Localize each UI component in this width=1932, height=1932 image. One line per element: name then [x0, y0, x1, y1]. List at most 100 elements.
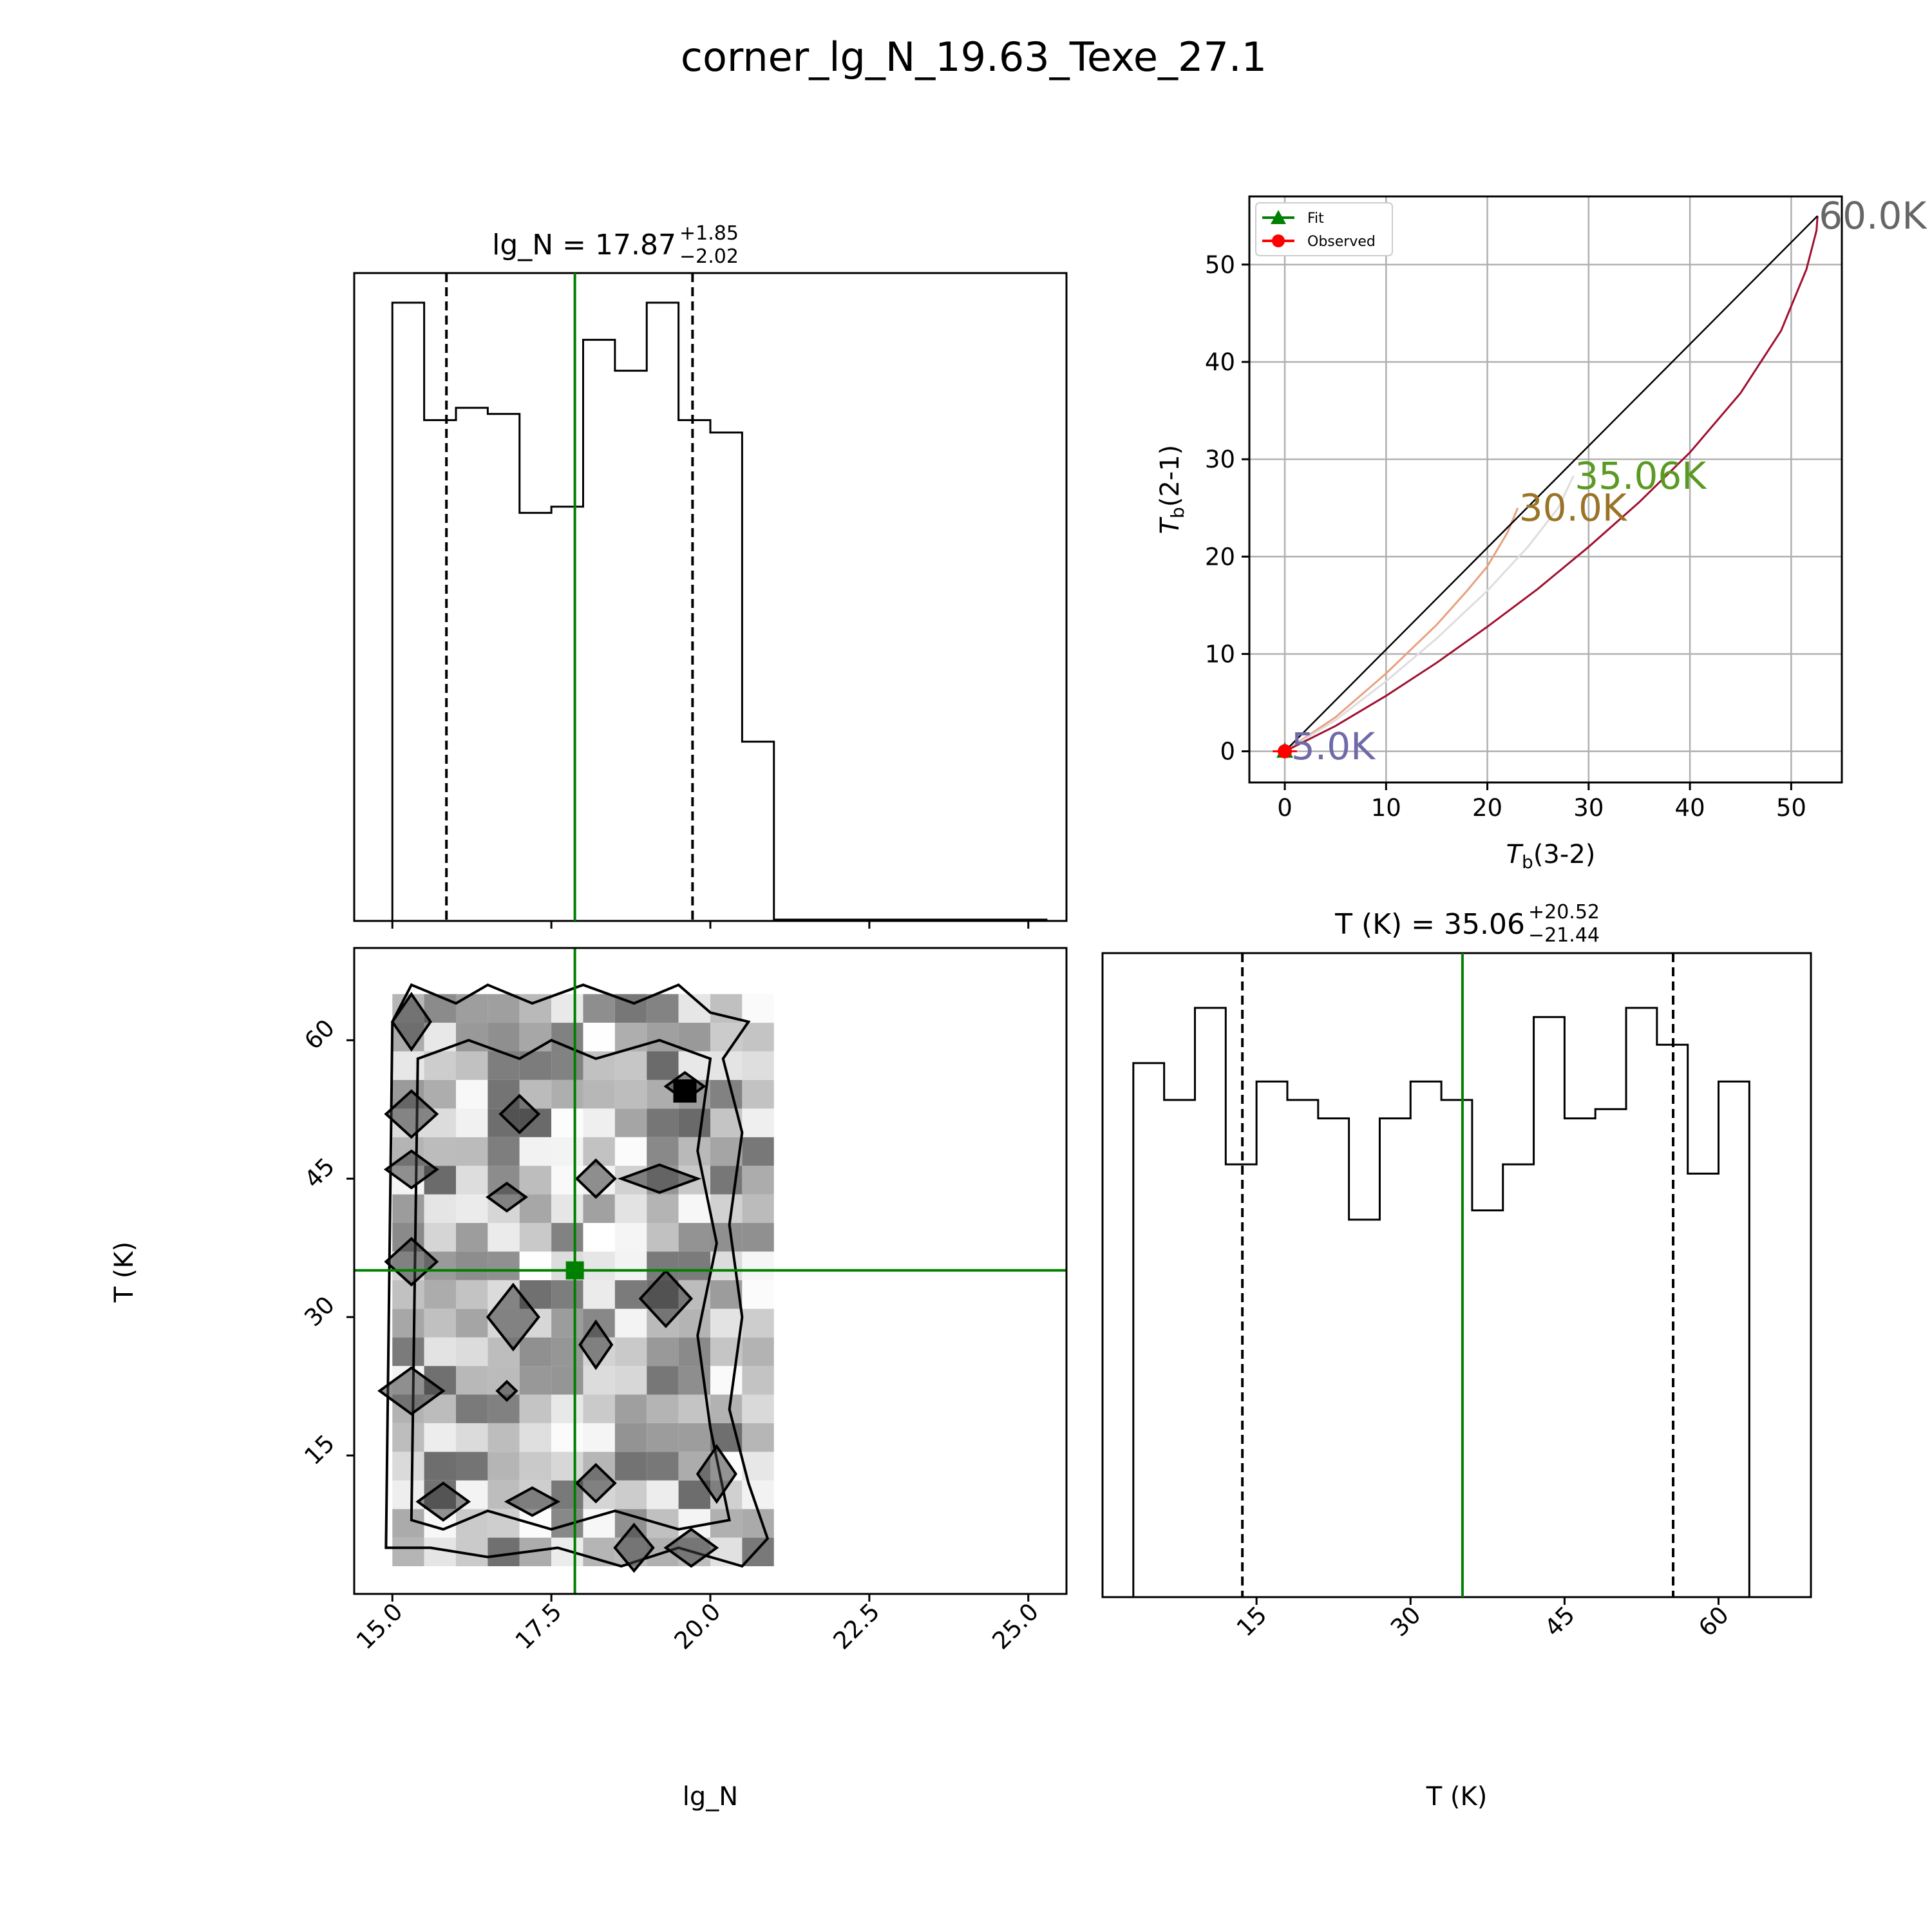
hist-lgN-title: lg_N = 17.87 [492, 229, 676, 261]
density-fit-lines [354, 948, 1066, 1594]
density-cell [583, 1023, 615, 1052]
density-cell [583, 1137, 615, 1166]
density-cell [551, 1222, 583, 1252]
density-cell [647, 1023, 679, 1052]
density-cell [647, 1222, 679, 1252]
hist-lgN-step [391, 301, 1048, 921]
density-cell [424, 994, 456, 1023]
density-xtick-label-4: 25.0 [987, 1598, 1044, 1655]
density-cell [488, 1537, 520, 1567]
density-cell [456, 1023, 488, 1052]
density-cell [583, 1537, 615, 1567]
density-cell [519, 1366, 552, 1395]
density-cell [551, 1423, 583, 1452]
legend-fit-label: Fit [1307, 211, 1324, 227]
density-cell [392, 1280, 424, 1309]
curve-60.0K [1284, 216, 1819, 752]
hist-T-title-sub: −21.44 [1528, 924, 1600, 947]
density-ytick-label-2: 45 [299, 1153, 340, 1194]
curve-label-60.0K: 60.0K [1819, 194, 1927, 238]
density-cell [551, 1509, 583, 1538]
density-cell [678, 1423, 710, 1452]
hist-lgN-marks [391, 273, 1048, 929]
contour-blob [574, 1158, 617, 1199]
density-cell [488, 1509, 520, 1538]
density-cell [392, 1051, 424, 1080]
density-cell [678, 1194, 710, 1223]
contour-inner [410, 1039, 731, 1531]
density-ytick-label-1: 30 [299, 1291, 340, 1332]
density-cell [519, 1023, 552, 1052]
density-cell [614, 1051, 647, 1080]
density-cell [519, 1337, 552, 1367]
hist-T-xtick-label-2: 45 [1539, 1601, 1580, 1642]
legend-observed-label: Observed [1307, 234, 1376, 250]
line-ratio-ylabel: Tb(2-1) [1155, 445, 1188, 535]
density-cell [456, 1423, 488, 1452]
density-cell [392, 1309, 424, 1338]
density-cell [647, 1423, 679, 1452]
density-xtick-label-2: 20.0 [669, 1598, 726, 1655]
line-ratio-grid [1249, 196, 1842, 782]
contour-blob [504, 1486, 561, 1517]
panel-hist-lgN: lg_N = 17.87 +1.85 −2.02 [353, 222, 1068, 929]
density-cell [614, 1394, 647, 1423]
density-cell [710, 1394, 743, 1423]
contour-blob [578, 1319, 614, 1370]
density-cell [678, 1222, 710, 1252]
lr-xtick-label-5: 50 [1776, 794, 1806, 822]
density-cell [392, 1537, 424, 1567]
density-fit-marker [565, 1261, 584, 1280]
density-cell [551, 1137, 583, 1166]
lr-xtick-label-1: 10 [1371, 794, 1401, 822]
density-cell [488, 1251, 520, 1280]
density-cell [456, 1366, 488, 1395]
density-cell [710, 1194, 743, 1223]
hist-T-xtick-label-0: 15 [1231, 1601, 1273, 1642]
density-cell [456, 1337, 488, 1367]
density-cell [742, 994, 774, 1023]
density-cell [456, 1222, 488, 1252]
density-cell [742, 1309, 774, 1338]
contour-blob [617, 1163, 702, 1194]
curve-label-30.0K: 30.0K [1519, 486, 1628, 530]
hist-lgN-frame [353, 272, 1068, 922]
density-cell [456, 1108, 488, 1137]
contour-blob [498, 1094, 541, 1135]
density-cell [614, 1452, 647, 1481]
density-cell [424, 1309, 456, 1338]
lr-ytick-label-1: 10 [1205, 640, 1235, 668]
contour-outer [384, 983, 770, 1568]
hist-T-title-sup: +20.52 [1528, 901, 1600, 923]
density-cell [424, 1051, 456, 1080]
density-cell [742, 1166, 774, 1195]
figure-title: corner_lg_N_19.63_Texe_27.1 [681, 33, 1267, 80]
hist-T-step [1132, 1007, 1781, 1598]
density-cell [678, 1137, 710, 1166]
density-cell [551, 1337, 583, 1367]
density-cell [647, 1337, 679, 1367]
density-cell [551, 1108, 583, 1137]
density-cell [519, 1222, 552, 1252]
hist-T-marks [1132, 953, 1781, 1598]
contour-blob [696, 1444, 737, 1504]
density-peak-marker [673, 1079, 697, 1103]
hist-T-xlabel: T (K) [1426, 1782, 1488, 1812]
density-cell [614, 1366, 647, 1395]
density-cell [456, 1452, 488, 1481]
density-cell [551, 1366, 583, 1395]
density-cell [583, 1222, 615, 1252]
density-cell [424, 1222, 456, 1252]
lr-ytick-label-4: 40 [1205, 348, 1235, 376]
density-cell [583, 1423, 615, 1452]
density-cell [392, 1452, 424, 1481]
density-cell [647, 1452, 679, 1481]
legend-box [1255, 202, 1393, 256]
density-cell [614, 1108, 647, 1137]
density-cell [742, 1423, 774, 1452]
density-cell [583, 1509, 615, 1538]
density-cell [551, 1394, 583, 1423]
curve-limit [1284, 215, 1819, 752]
curve-label-35.06K: 35.06K [1575, 454, 1707, 498]
